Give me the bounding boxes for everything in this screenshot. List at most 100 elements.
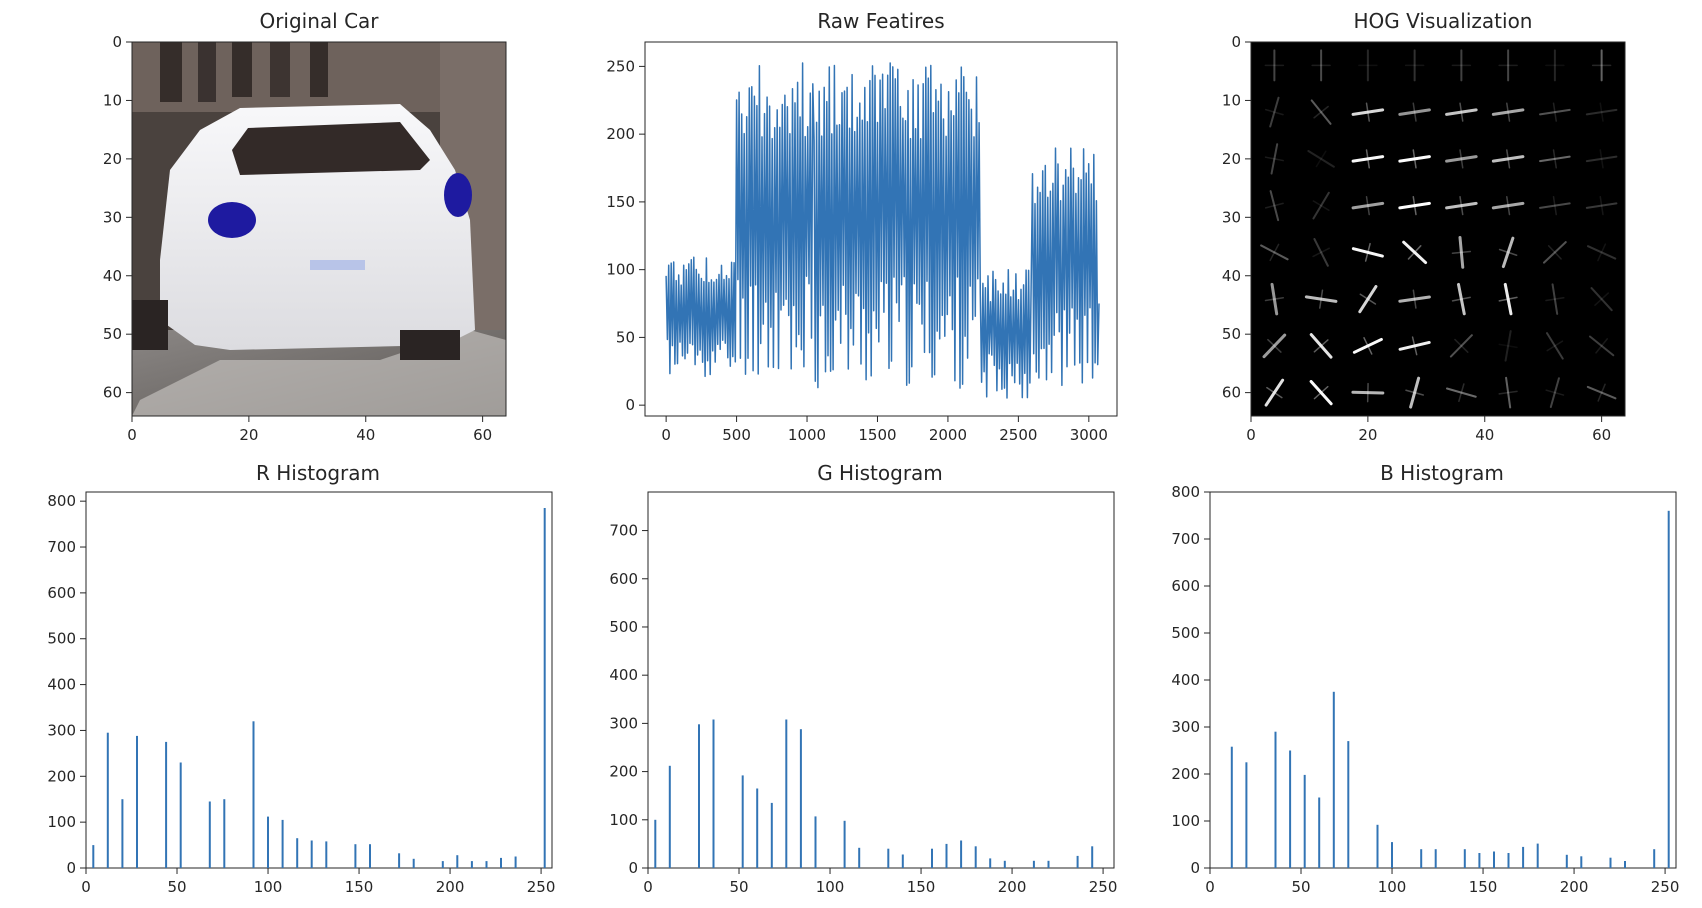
histogram-bar: [456, 855, 459, 868]
hog-cell-stroke: [1551, 283, 1559, 315]
hog-cell-stroke: [1506, 149, 1511, 169]
histogram-bar: [165, 741, 168, 868]
histogram-bar: [1493, 851, 1495, 868]
y-tick-label: 200: [47, 767, 76, 785]
hog-cell-stroke: [1264, 156, 1284, 162]
hog-cell-stroke: [1313, 105, 1329, 119]
axes-frame: [644, 41, 1118, 417]
hog-cell-stroke: [1412, 102, 1417, 122]
histogram-bar: [485, 861, 488, 868]
hog-cell-stroke: [1412, 289, 1417, 309]
hog-cell-stroke: [1266, 386, 1283, 399]
hog-cell-stroke: [1491, 108, 1525, 116]
hog-cell-stroke: [1445, 155, 1478, 163]
hog-cell-stroke: [1543, 241, 1567, 264]
hog-cell-stroke: [1552, 102, 1557, 122]
histogram-bar: [960, 840, 963, 868]
x-tick-label: 2000: [929, 426, 967, 444]
histogram-bar: [1347, 741, 1350, 868]
axes-frame: [85, 491, 553, 869]
hog-cell-stroke: [1491, 155, 1525, 163]
y-tick-label: 50: [103, 325, 122, 343]
hog-cell-stroke: [1451, 296, 1471, 302]
histogram-bar: [1274, 731, 1277, 868]
hog-cell-stroke: [1267, 338, 1282, 353]
x-tick-label: 50: [729, 878, 748, 896]
hog-cell-stroke: [1590, 287, 1613, 312]
hog-cell-stroke: [1459, 195, 1464, 216]
histogram-bar: [1507, 853, 1510, 868]
y-tick-label: 500: [609, 618, 638, 636]
y-tick-label: 0: [1190, 859, 1200, 877]
hog-cell-stroke: [1595, 338, 1608, 354]
y-tick-label: 300: [609, 714, 638, 732]
hog-cell-stroke: [1312, 200, 1330, 211]
y-tick-label: 10: [1222, 91, 1241, 109]
hog-cell-stroke: [1407, 245, 1422, 260]
histogram-bar: [252, 721, 255, 868]
histogram-bar: [1463, 849, 1466, 868]
hog-cell-stroke: [1409, 376, 1421, 409]
hog-cell-stroke: [1319, 289, 1324, 309]
histogram-bar: [1003, 860, 1006, 868]
hog-cell-stroke: [1307, 150, 1335, 168]
y-tick-label: 700: [1171, 530, 1200, 548]
y-tick-label: 50: [1222, 325, 1241, 343]
histogram-bar: [843, 820, 846, 868]
y-tick-label: 100: [609, 811, 638, 829]
x-tick-label: 2500: [999, 426, 1037, 444]
x-tick-label: 60: [473, 426, 492, 444]
x-tick-label: 250: [527, 878, 556, 896]
hog-cell-stroke: [1312, 247, 1330, 258]
y-tick-label: 0: [66, 859, 76, 877]
histogram-bar: [179, 762, 182, 868]
y-tick-label: 600: [1171, 577, 1200, 595]
hog-cell-stroke: [1547, 245, 1562, 260]
hog-cell-stroke: [1398, 108, 1431, 116]
histogram-bar: [325, 841, 328, 868]
hog-cell-stroke: [1599, 149, 1604, 169]
x-tick-label: 3000: [1070, 426, 1108, 444]
hog-cell-stroke: [1351, 108, 1385, 116]
axes-frame: [1250, 41, 1626, 417]
histogram-bar: [799, 729, 802, 868]
y-tick-label: 200: [1171, 765, 1200, 783]
hog-cell-stroke: [1552, 149, 1557, 169]
hog-cell-stroke: [1458, 235, 1465, 269]
x-tick-label: 0: [643, 878, 653, 896]
y-tick-label: 0: [628, 859, 638, 877]
hog-cell-stroke: [1351, 390, 1385, 395]
histogram-bar: [281, 819, 284, 868]
hog-cell-stroke: [1365, 149, 1370, 169]
hog-cell-stroke: [1498, 390, 1518, 395]
hog-cell-stroke: [1545, 296, 1565, 302]
histogram-bar: [1332, 691, 1335, 869]
histogram-bar: [398, 853, 401, 868]
x-tick-label: 250: [1089, 878, 1118, 896]
y-tick-label: 700: [609, 522, 638, 540]
hog-cell-stroke: [1402, 240, 1428, 265]
histogram-bar: [698, 724, 700, 868]
y-tick-label: 800: [47, 492, 76, 510]
x-tick-label: 0: [127, 426, 137, 444]
histogram-bar: [1653, 849, 1656, 868]
x-tick-label: 0: [1246, 426, 1256, 444]
hog-cell-stroke: [1411, 336, 1418, 356]
histogram-bar: [901, 854, 904, 868]
hog-cell-stroke: [1585, 108, 1618, 116]
x-tick-label: 0: [661, 426, 671, 444]
histogram-bar: [1032, 860, 1035, 868]
hog-cell-stroke: [1264, 202, 1284, 209]
histogram-bar: [543, 508, 546, 868]
g-histogram-axes: 0 50 100 150 200 250 0 100 200 300 400 500 600 700: [609, 491, 1118, 896]
y-tick-label: 700: [47, 538, 76, 556]
y-tick-label: 500: [47, 630, 76, 648]
hog-cell-stroke: [1446, 387, 1477, 398]
histogram-bar: [858, 847, 861, 868]
hog-cell-stroke: [1552, 195, 1557, 216]
hog-cell-stroke: [1451, 250, 1472, 254]
y-tick-label: 800: [1171, 483, 1200, 501]
hog-cell-stroke: [1304, 295, 1338, 303]
hog-cell-stroke: [1270, 143, 1279, 175]
